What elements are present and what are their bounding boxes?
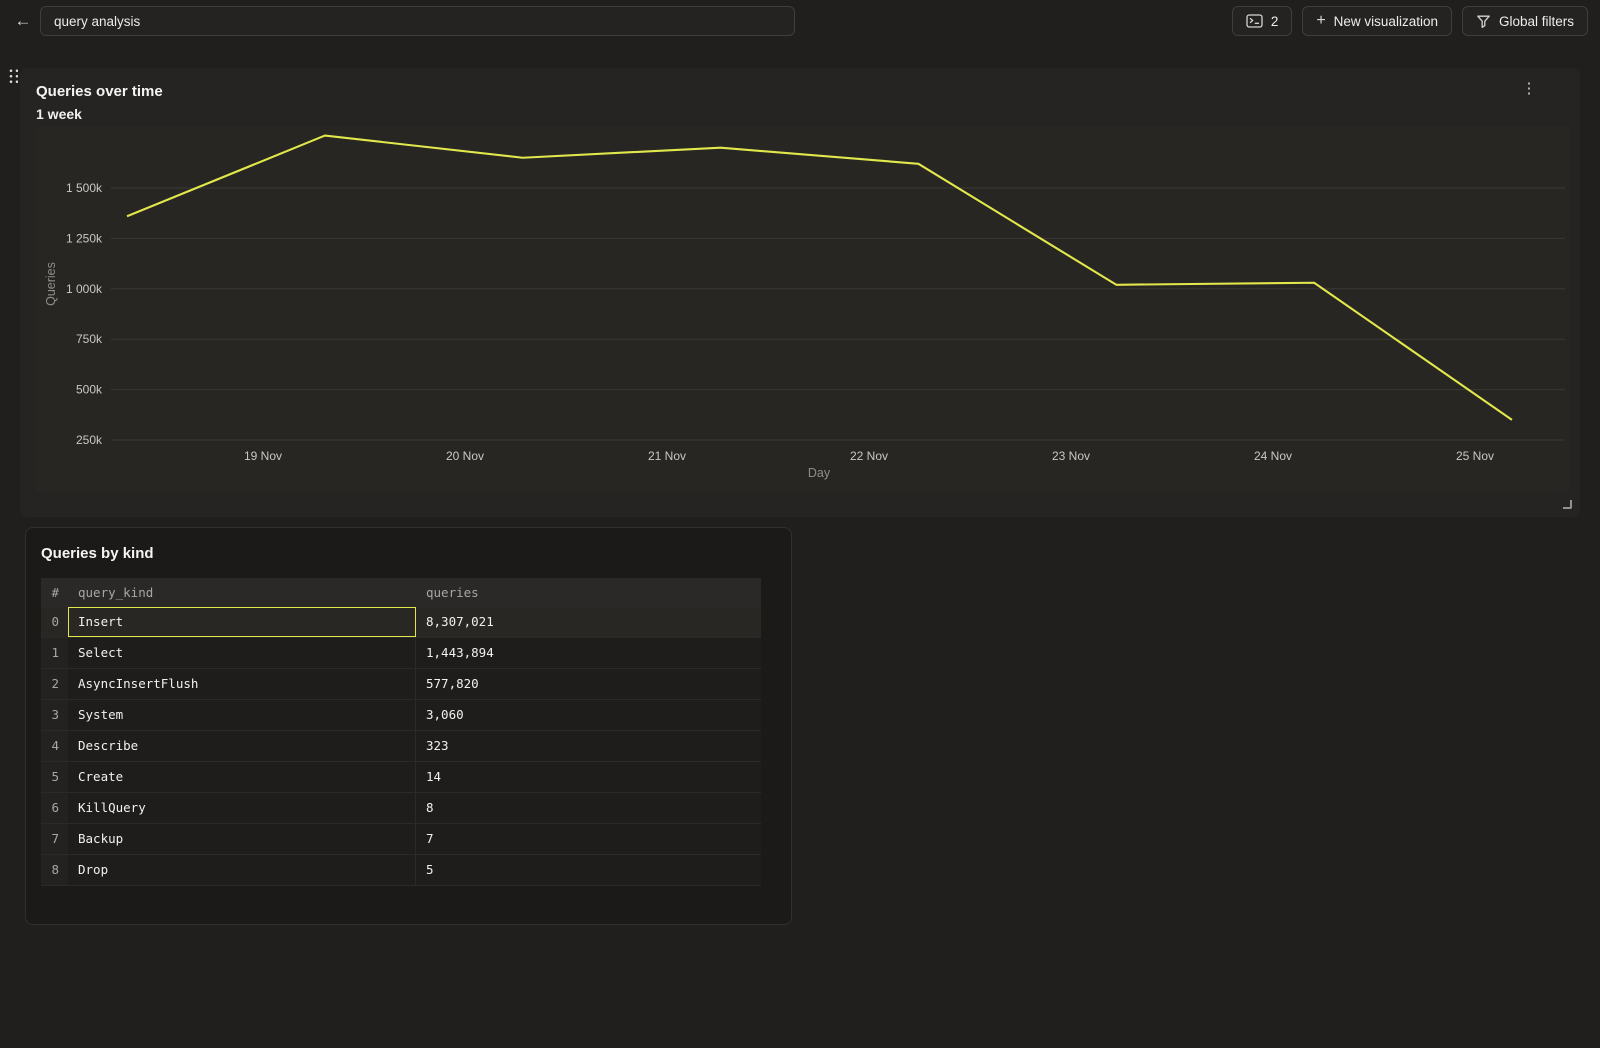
column-header-query-kind[interactable]: query_kind: [68, 578, 416, 607]
dashboard-name-input[interactable]: [40, 6, 795, 36]
queries-value-cell[interactable]: 14: [416, 762, 761, 792]
panels-count-label: 2: [1271, 14, 1279, 29]
svg-text:Day: Day: [808, 466, 831, 480]
query-kind-cell[interactable]: Insert: [68, 607, 416, 637]
table-row: 4 Describe 323: [41, 731, 761, 762]
table-body: 0 Insert 8,307,021 1 Select 1,443,894 2 …: [41, 607, 761, 886]
back-arrow-icon: ←: [15, 11, 32, 30]
svg-text:Queries: Queries: [44, 262, 58, 306]
row-index-cell: 4: [41, 731, 68, 761]
queries-over-time-panel: Queries over time 1 week ⋮ 1 500k1 250k1…: [20, 68, 1580, 517]
query-kind-cell[interactable]: Create: [68, 762, 416, 792]
queries-value-cell[interactable]: 7: [416, 824, 761, 854]
svg-text:24 Nov: 24 Nov: [1254, 449, 1292, 463]
svg-text:250k: 250k: [76, 433, 103, 447]
back-button[interactable]: ←: [10, 8, 36, 34]
queries-value-cell[interactable]: 3,060: [416, 700, 761, 730]
svg-text:19 Nov: 19 Nov: [244, 449, 282, 463]
row-index-cell: 0: [41, 607, 68, 637]
row-index-cell: 5: [41, 762, 68, 792]
queries-by-kind-panel: Queries by kind # query_kind queries 0 I…: [25, 527, 792, 925]
query-kind-cell[interactable]: Select: [68, 638, 416, 668]
table-row: 5 Create 14: [41, 762, 761, 793]
table-title: Queries by kind: [41, 545, 154, 562]
svg-text:21 Nov: 21 Nov: [648, 449, 686, 463]
query-kind-cell[interactable]: AsyncInsertFlush: [68, 669, 416, 699]
console-window-icon: [1246, 14, 1263, 28]
row-index-cell: 7: [41, 824, 68, 854]
query-kind-cell[interactable]: KillQuery: [68, 793, 416, 823]
query-kind-cell[interactable]: Backup: [68, 824, 416, 854]
row-index-cell: 8: [41, 855, 68, 885]
svg-text:20 Nov: 20 Nov: [446, 449, 484, 463]
queries-value-cell[interactable]: 5: [416, 855, 761, 885]
queries-value-cell[interactable]: 8: [416, 793, 761, 823]
line-chart-svg: 1 500k 1 250k 1 000k 750k 500k 250k 19 Nov 20 N…: [36, 126, 1569, 492]
svg-text:25 Nov: 25 Nov: [1456, 449, 1494, 463]
queries-line-chart: 1 500k 1 250k 1 000k 750k 500k 250k 19 Nov 20 N…: [36, 126, 1569, 492]
panels-count-button[interactable]: 2: [1232, 6, 1293, 36]
svg-text:22 Nov: 22 Nov: [850, 449, 888, 463]
svg-text:500k: 500k: [76, 383, 103, 397]
chart-title: Queries over time: [36, 83, 163, 100]
column-header-index[interactable]: #: [41, 578, 68, 607]
table-header-row: # query_kind queries: [41, 578, 761, 607]
table-row: 1 Select 1,443,894: [41, 638, 761, 669]
global-filters-label: Global filters: [1499, 14, 1574, 29]
plus-icon: +: [1316, 13, 1325, 29]
queries-value-cell[interactable]: 323: [416, 731, 761, 761]
kebab-menu-icon: ⋮: [1522, 80, 1537, 97]
table-row: 6 KillQuery 8: [41, 793, 761, 824]
svg-text:1 500k: 1 500k: [66, 181, 103, 195]
column-header-queries[interactable]: queries: [416, 578, 761, 607]
query-kind-cell[interactable]: Drop: [68, 855, 416, 885]
top-bar-actions: 2 + New visualization Global filters: [1232, 6, 1588, 36]
table-row: 7 Backup 7: [41, 824, 761, 855]
row-index-cell: 3: [41, 700, 68, 730]
query-kind-cell[interactable]: Describe: [68, 731, 416, 761]
queries-value-cell[interactable]: 8,307,021: [416, 607, 761, 637]
queries-value-cell[interactable]: 577,820: [416, 669, 761, 699]
row-index-cell: 6: [41, 793, 68, 823]
row-index-cell: 1: [41, 638, 68, 668]
filter-funnel-icon: [1476, 14, 1491, 29]
svg-text:750k: 750k: [76, 332, 103, 346]
panel-drag-handle-icon[interactable]: [7, 67, 18, 83]
table-row: 3 System 3,060: [41, 700, 761, 731]
svg-text:23 Nov: 23 Nov: [1052, 449, 1090, 463]
queries-value-cell[interactable]: 1,443,894: [416, 638, 761, 668]
table-row: 8 Drop 5: [41, 855, 761, 886]
global-filters-button[interactable]: Global filters: [1462, 6, 1588, 36]
chart-menu-button[interactable]: ⋮: [1520, 78, 1538, 100]
table-row: 2 AsyncInsertFlush 577,820: [41, 669, 761, 700]
row-index-cell: 2: [41, 669, 68, 699]
svg-text:1 250k: 1 250k: [66, 231, 103, 245]
queries-by-kind-table: # query_kind queries 0 Insert 8,307,021 …: [41, 578, 761, 886]
top-bar: ← 2 + New visualization Global fil: [0, 0, 1600, 42]
svg-text:1 000k: 1 000k: [66, 282, 103, 296]
panel-resize-handle-icon[interactable]: [1563, 500, 1572, 509]
new-visualization-label: New visualization: [1334, 14, 1438, 29]
table-row: 0 Insert 8,307,021: [41, 607, 761, 638]
query-kind-cell[interactable]: System: [68, 700, 416, 730]
new-visualization-button[interactable]: + New visualization: [1302, 6, 1452, 36]
chart-subtitle: 1 week: [36, 106, 82, 122]
